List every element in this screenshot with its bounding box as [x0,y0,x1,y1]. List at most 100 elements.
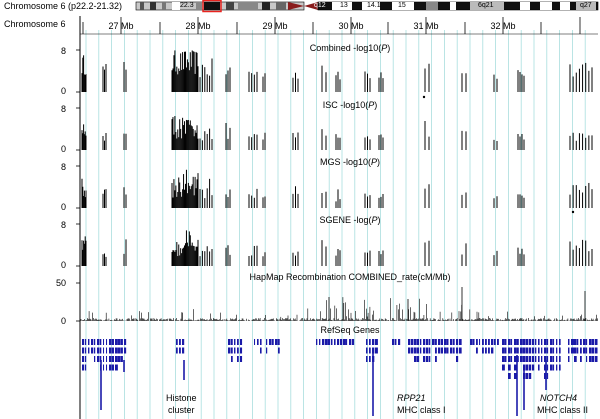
gene-block [103,347,105,354]
track-label: Chromosome 6 [4,19,66,29]
gene-block [438,347,441,354]
gene-block [82,347,85,354]
gene-block [346,339,348,345]
gene-block [459,339,462,345]
gene-block [547,364,549,371]
gene-block [508,356,511,362]
gene-block [97,356,100,362]
gene-block [429,347,431,354]
gene-block [231,339,233,345]
gene-block [568,356,570,362]
gene-block [366,356,368,362]
gene-block [254,339,256,345]
gene-block [423,356,426,362]
gene-block [508,373,511,379]
track-title-genes: RefSeq Genes [320,325,380,335]
gene-block [476,347,478,354]
gene-block [592,356,595,362]
gene-block [508,339,511,345]
gene-block [115,339,118,345]
gene-block [228,347,231,354]
gene-block [485,347,487,354]
gene-block [423,339,426,345]
gene-block [589,339,592,345]
gene-block [502,356,505,362]
gene-block [526,339,529,345]
gene-block [550,356,553,362]
gene-block [109,347,112,354]
gene-block [408,347,411,354]
gene-block [583,347,586,354]
gene-block [435,339,437,345]
gene-block [100,339,102,345]
y-max-recomb: 50 [56,278,67,288]
gene-block [260,339,262,345]
gene-block [559,339,561,345]
band-label-q12: q12 [314,2,326,9]
gene-block [523,339,526,345]
gene-block [240,339,243,345]
y-min-combined: 0 [61,86,67,96]
gene-block [435,347,437,354]
gene-block [426,339,429,345]
gene-block [106,339,108,345]
band-label-22-3: 22.3 [180,2,194,9]
gene-block [541,347,543,354]
track-title-combined: Combined -log10(P) [309,43,391,53]
gene-block [179,339,181,345]
gene-block [82,364,85,371]
gene-block [488,347,490,354]
gene-block [523,356,526,362]
gene-block [526,373,529,379]
gene-block [556,364,558,371]
gene-block [112,364,114,371]
gene-block [340,339,343,345]
gene-block [574,347,577,354]
gene-block [423,347,426,354]
gene-block [94,356,96,362]
gene-block [85,347,87,354]
gene-block [550,339,553,345]
gene-block [334,339,336,345]
gene-block [398,339,401,345]
gene-block [316,339,318,345]
gene-block [260,347,262,354]
gene-block [574,356,577,362]
gene-block [179,347,181,354]
gene-block [91,339,94,345]
gene-block [337,339,340,345]
gene-block [414,356,417,362]
gene-block [369,339,371,345]
gene-block [502,347,505,354]
gene-block [176,339,178,345]
gene-block [450,347,453,354]
gene-block [237,356,239,362]
tick-29mb: 29 Mb [262,21,288,31]
gene-block [511,347,513,354]
annotation-notch4-line2: MHC class II [537,405,589,415]
gene-block [124,347,127,354]
gene-block [514,373,517,379]
gene-block [420,339,422,345]
chromosome-region-label: Chromosome 6 (p22.2-21.32) [4,1,123,11]
gene-block [100,347,102,354]
gene-block [532,364,535,371]
annotation-rpp21-line1: RPP21 [397,393,426,403]
gene-block [577,339,579,345]
gene-block [100,356,102,362]
gene-block [372,339,375,345]
gene-block [124,339,127,345]
gene-block [85,356,87,362]
gene-block [473,339,475,345]
gene-block [556,356,558,362]
outlier-point [571,210,575,214]
gene-block [97,347,100,354]
gene-block [550,347,553,354]
gene-block [237,339,239,345]
gene-block [553,364,555,371]
gene-block [547,347,549,354]
gene-block [586,347,588,354]
gene-block [532,339,535,345]
gene-block [535,339,537,345]
gene-block [115,356,118,362]
